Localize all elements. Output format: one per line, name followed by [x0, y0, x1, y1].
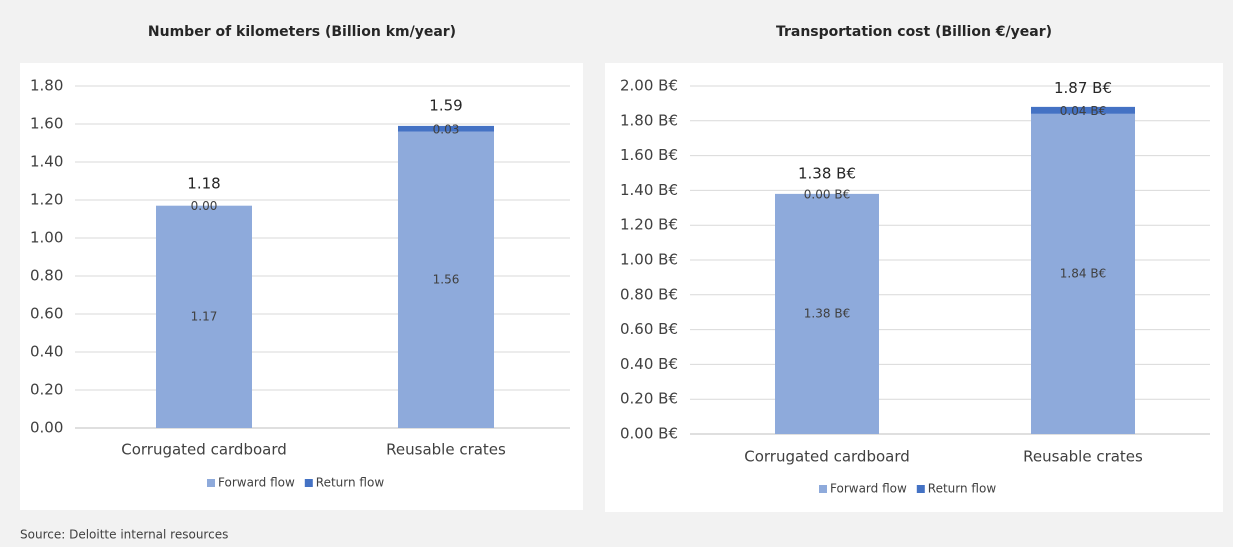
bar-segment [156, 205, 252, 428]
legend-label: Return flow [928, 482, 997, 496]
total-label: 1.87 B€ [1054, 79, 1112, 97]
legend-label: Forward flow [830, 482, 907, 496]
y-tick-label: 1.40 B€ [620, 181, 678, 199]
y-tick-label: 1.20 B€ [620, 216, 678, 234]
y-tick-label: 0.40 [30, 343, 63, 361]
y-tick-label: 0.00 B€ [620, 425, 678, 443]
total-label: 1.59 [429, 96, 462, 114]
legend-swatch [819, 485, 827, 493]
x-tick-label: Corrugated cardboard [744, 448, 910, 466]
y-tick-label: 2.00 B€ [620, 77, 678, 95]
bar-segment [398, 131, 494, 428]
total-label: 1.18 [187, 174, 220, 192]
y-tick-label: 0.80 [30, 267, 63, 285]
legend-label: Forward flow [218, 476, 295, 490]
y-tick-label: 1.60 [30, 115, 63, 133]
value-label: 0.03 [433, 122, 460, 136]
y-tick-label: 0.60 B€ [620, 320, 678, 338]
x-tick-label: Reusable crates [386, 441, 506, 459]
x-tick-label: Corrugated cardboard [121, 441, 287, 459]
total-label: 1.38 B€ [798, 164, 856, 182]
value-label: 0.04 B€ [1060, 104, 1106, 118]
source: Source: Deloitte internal resources [20, 528, 228, 542]
bar-segment [398, 125, 494, 132]
y-tick-label: 1.80 B€ [620, 111, 678, 129]
value-label: 1.56 [433, 272, 460, 286]
y-tick-label: 1.00 B€ [620, 251, 678, 269]
y-tick-label: 0.00 [30, 419, 63, 437]
value-label: 0.00 [191, 199, 218, 213]
y-tick-label: 1.80 [30, 77, 63, 95]
y-tick-label: 0.20 B€ [620, 390, 678, 408]
y-tick-label: 0.40 B€ [620, 355, 678, 373]
legend-swatch [207, 479, 215, 487]
legend-swatch [304, 479, 313, 487]
bar-segment [775, 193, 879, 434]
value-label: 1.38 B€ [804, 306, 850, 320]
x-tick-label: Reusable crates [1023, 448, 1143, 466]
bar-segment [1031, 106, 1135, 114]
legend-swatch [916, 485, 925, 493]
y-tick-label: 1.60 B€ [620, 146, 678, 164]
chart-title: Transportation cost (Billion €/year) [776, 24, 1052, 40]
y-tick-label: 0.60 [30, 305, 63, 323]
value-label: 0.00 B€ [804, 187, 850, 201]
y-tick-label: 1.40 [30, 153, 63, 171]
y-tick-label: 1.20 [30, 191, 63, 209]
value-label: 1.84 B€ [1060, 266, 1106, 280]
legend-label: Return flow [316, 476, 385, 490]
y-tick-label: 0.80 B€ [620, 285, 678, 303]
chart-title: Number of kilometers (Billion km/year) [148, 24, 456, 40]
y-tick-label: 0.20 [30, 381, 63, 399]
value-label: 1.17 [191, 309, 218, 323]
bar-segment [1031, 113, 1135, 434]
y-tick-label: 1.00 [30, 229, 63, 247]
